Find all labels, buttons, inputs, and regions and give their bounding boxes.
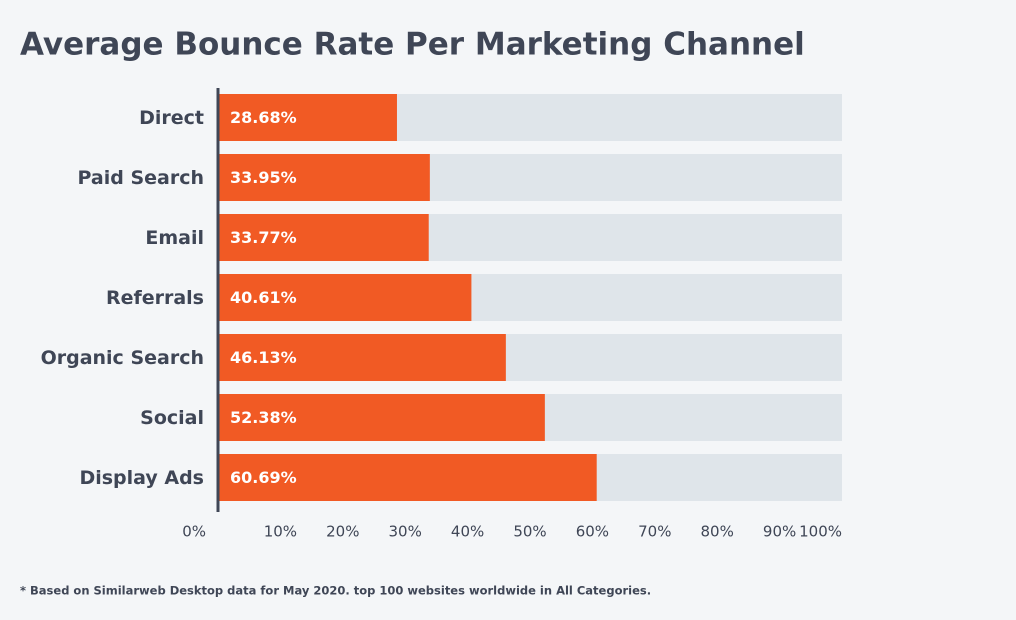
x-tick-label: 40% xyxy=(451,523,484,541)
x-tick-label: 100% xyxy=(799,523,842,541)
value-label: 52.38% xyxy=(230,408,297,427)
value-label: 33.95% xyxy=(230,168,297,187)
x-tick-label: 20% xyxy=(326,523,359,541)
bar xyxy=(218,154,430,201)
value-label: 33.77% xyxy=(230,228,297,247)
x-tick-label: 10% xyxy=(264,523,297,541)
bar xyxy=(218,454,597,501)
bar xyxy=(218,334,506,381)
category-label: Direct xyxy=(139,107,204,129)
category-label: Social xyxy=(140,407,204,429)
value-label: 40.61% xyxy=(230,288,297,307)
chart-title: Average Bounce Rate Per Marketing Channe… xyxy=(20,27,805,63)
bar xyxy=(218,394,545,441)
footnote: * Based on Similarweb Desktop data for M… xyxy=(20,584,651,598)
x-tick-label: 30% xyxy=(389,523,422,541)
x-tick-label: 50% xyxy=(513,523,546,541)
category-label: Referrals xyxy=(106,287,204,309)
category-label: Organic Search xyxy=(41,347,204,369)
bar xyxy=(218,214,429,261)
value-label: 60.69% xyxy=(230,468,297,487)
category-label: Display Ads xyxy=(79,467,204,489)
value-label: 28.68% xyxy=(230,108,297,127)
x-tick-label: 0% xyxy=(182,523,206,541)
x-tick-label: 80% xyxy=(701,523,734,541)
value-label: 46.13% xyxy=(230,348,297,367)
category-label: Paid Search xyxy=(77,167,204,189)
x-tick-label: 70% xyxy=(638,523,671,541)
bar xyxy=(218,94,397,141)
x-tick-label: 60% xyxy=(576,523,609,541)
x-tick-label: 90% xyxy=(763,523,796,541)
bar xyxy=(218,274,472,321)
category-label: Email xyxy=(145,227,204,249)
